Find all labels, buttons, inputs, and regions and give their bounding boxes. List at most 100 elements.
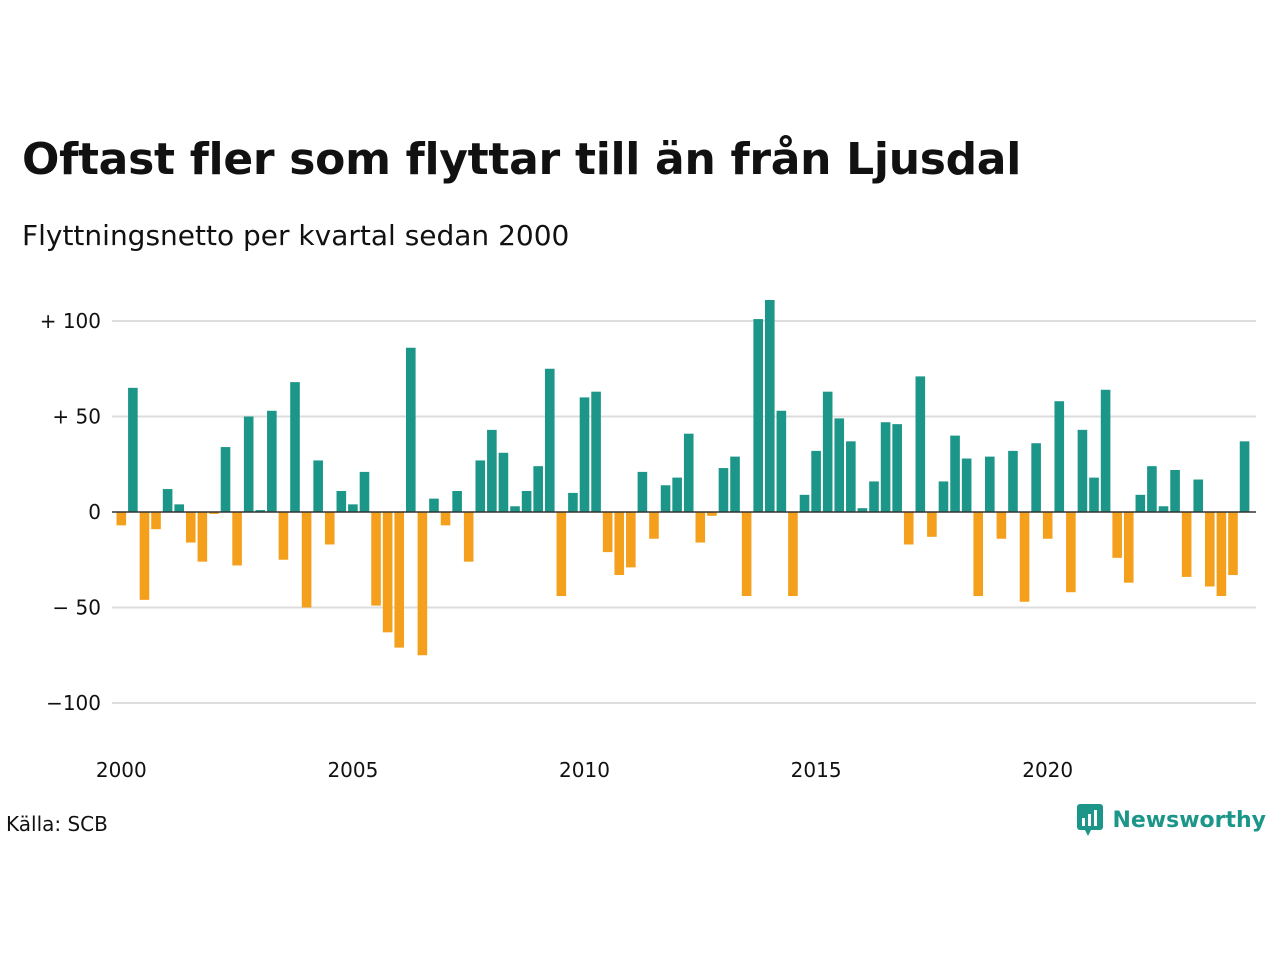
bar-positive [938,481,949,512]
bar-positive [336,490,347,512]
bar-positive [811,450,821,512]
bar-positive [220,447,231,512]
bar-positive [764,299,775,512]
bar-positive [162,489,173,512]
bar-negative [695,512,706,543]
x-tick-label: 2005 [327,758,378,782]
bar-negative [209,512,219,514]
brand-name: Newsworthy [1112,807,1266,833]
bar-positive [660,485,671,512]
bar-positive [313,460,323,512]
bar-negative [707,512,717,516]
bar-negative [116,512,127,526]
bar-negative [324,512,335,545]
bar-positive [487,429,497,512]
bar-positive [880,422,891,512]
bar-positive [452,490,462,512]
bar-positive [359,471,370,512]
source-note: Källa: SCB [6,812,108,836]
bar-negative [417,512,428,656]
bar-negative [232,512,242,566]
bar-negative [301,512,312,608]
y-tick-label: + 50 [52,405,101,429]
bar-positive [1054,401,1065,512]
bar-positive [533,466,543,512]
bar-positive [174,504,184,512]
bar-positive [1089,477,1099,512]
bar-positive [718,468,729,512]
y-tick-label: + 100 [40,309,101,333]
bar-negative [741,512,752,597]
bar-positive [869,481,879,512]
bar-positive [1077,429,1088,512]
bar-positive [776,410,787,512]
bar-negative [996,512,1007,539]
bar-negative [1181,512,1192,577]
bar-chart: + 100 + 50 0 − 50 −100 2000 2005 2010 2015 2020 [40,299,1256,782]
bar-positive [753,319,763,512]
bar-positive [128,387,138,512]
bar-positive [892,424,902,512]
bar-positive [1193,479,1204,512]
bar-positive [915,376,926,512]
bar-positive [683,433,694,512]
bar-negative [788,512,798,597]
chart-title: Oftast fler som flyttar till än från Lju… [22,134,1021,185]
bar-negative [1112,512,1122,558]
bar-negative [927,512,937,537]
bar-negative [1019,512,1030,602]
bar-positive [1031,443,1041,512]
bar-positive [591,391,601,512]
bar-negative [1066,512,1076,593]
bar-positive [1008,450,1018,512]
y-tick-label: 0 [88,500,101,524]
bar-negative [556,512,567,597]
bar-positive [255,510,266,512]
bar-negative [1216,512,1227,597]
bar-negative [903,512,914,545]
bar-positive [672,477,682,512]
bar-positive [730,456,740,512]
bar-positive [406,347,416,512]
bar-positive [429,498,439,512]
bar-positive [1239,441,1250,512]
x-tick-label: 2015 [791,758,842,782]
bar-negative [463,512,474,562]
bar-positive [1170,469,1180,512]
bar-negative [602,512,613,553]
bar-positive [1100,389,1111,512]
x-tick-label: 2000 [96,758,147,782]
bars [116,299,1250,656]
bar-positive [579,397,590,512]
bar-positive [857,508,868,512]
bar-negative [185,512,196,543]
bar-negative [278,512,289,560]
bar-positive [834,418,845,512]
newsworthy-logo-icon [1077,804,1104,836]
bar-positive [544,368,555,512]
y-axis-labels: + 100 + 50 0 − 50 −100 [40,309,101,715]
x-tick-label: 2010 [559,758,610,782]
brand-logo: Newsworthy [1076,800,1266,840]
bar-positive [290,382,300,512]
bar-positive [243,416,254,512]
bar-positive [498,452,509,512]
bar-negative [649,512,659,539]
x-tick-label: 2020 [1022,758,1073,782]
bar-positive [1158,506,1169,512]
bar-negative [151,512,161,530]
bar-positive [961,458,972,512]
bar-negative [371,512,381,606]
bar-negative [382,512,393,633]
bar-negative [394,512,405,648]
bar-negative [626,512,636,568]
bar-positive [510,506,520,512]
y-tick-label: −100 [46,691,101,715]
bar-positive [950,435,960,512]
bar-positive [846,441,856,512]
bar-positive [1147,466,1157,512]
bar-negative [1205,512,1215,587]
bar-negative [1228,512,1238,576]
x-axis-labels: 2000 2005 2010 2015 2020 [96,758,1073,782]
chart-subtitle: Flyttningsnetto per kvartal sedan 2000 [22,219,570,252]
